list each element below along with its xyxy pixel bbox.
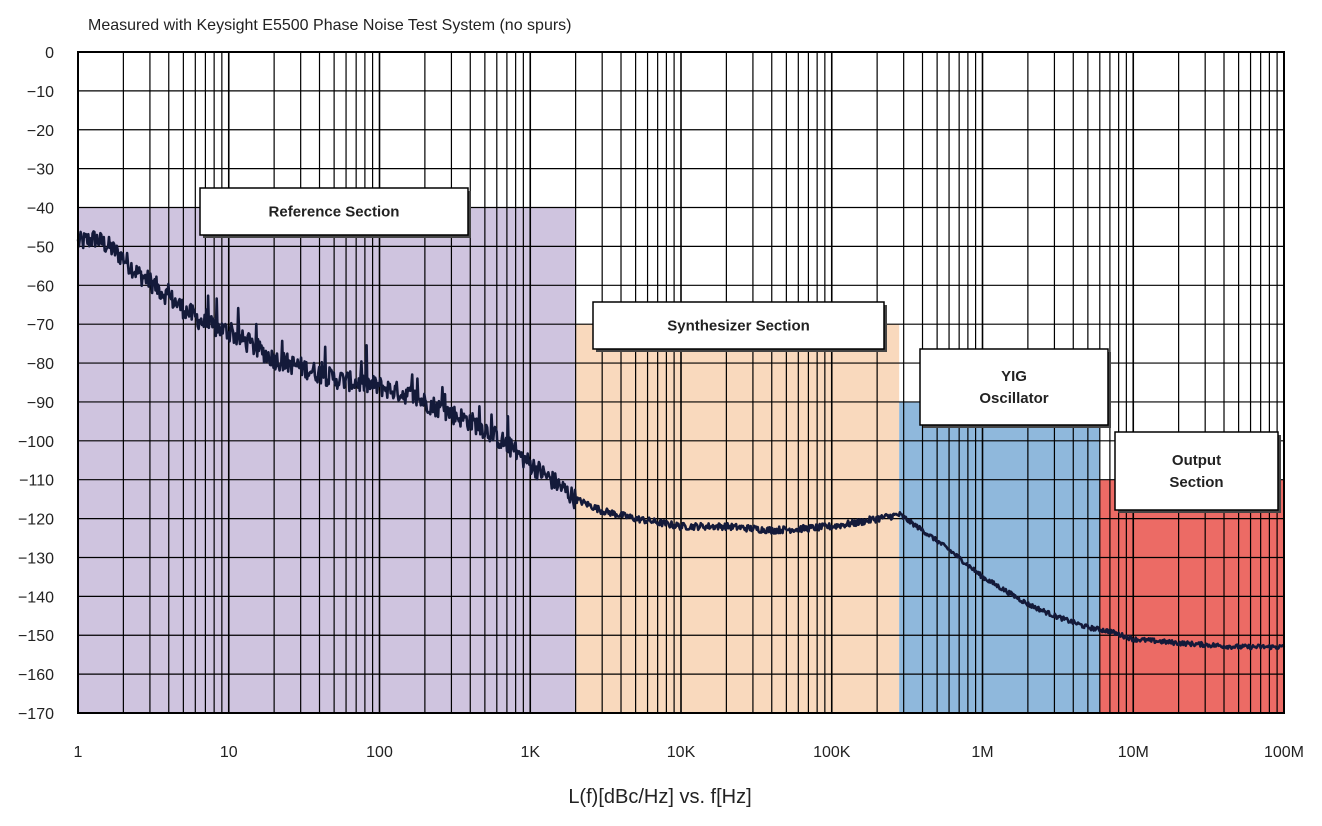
tick-label-layer: 0 −10 −20 −30 −40 −50 −60 −70 −80 −90 −100 −110 −120… [18, 45, 1304, 761]
region-label-4: Output Section [1169, 452, 1223, 491]
y-tick-label: −150 [18, 628, 54, 645]
region-label-2: Synthesizer Section [667, 318, 810, 335]
y-tick-label: −80 [27, 356, 54, 373]
region-label-box [1114, 431, 1279, 511]
plot-frame [77, 51, 1285, 714]
y-tick-label: −10 [27, 84, 54, 101]
x-tick-label: 10 [220, 744, 238, 761]
region-label-box [199, 187, 469, 236]
y-tick-label: −130 [18, 550, 54, 567]
x-tick-label: 1 [74, 744, 83, 761]
region-label-box [592, 301, 885, 350]
y-tick-label: −170 [18, 706, 54, 723]
y-tick-label: −50 [27, 239, 54, 256]
x-tick-label: 100 [366, 744, 393, 761]
series-layer [76, 230, 1286, 651]
phase-noise-trace [76, 230, 1286, 651]
x-tick-label: 100M [1264, 744, 1304, 761]
x-tick-label: 10K [667, 744, 696, 761]
region-label-box [919, 348, 1109, 426]
y-tick-label: −40 [27, 201, 54, 218]
y-tick-label: −30 [27, 162, 54, 179]
y-tick-label: −160 [18, 667, 54, 684]
region-label-1: Reference Section [269, 204, 400, 221]
y-tick-label: −70 [27, 317, 54, 334]
x-tick-label: 10M [1118, 744, 1149, 761]
y-tick-label: 0 [45, 45, 54, 62]
y-tick-label: −120 [18, 512, 54, 529]
x-tick-label: 100K [813, 744, 851, 761]
chart-subtitle: Measured with Keysight E5500 Phase Noise… [88, 17, 572, 34]
region-label-3: YIG Oscillator [979, 368, 1048, 407]
y-tick-label: −110 [19, 473, 54, 490]
y-tick-label: −140 [18, 589, 54, 606]
y-tick-label: −100 [18, 434, 54, 451]
region-label-layer: Reference Section Synthesizer Section YIG O… [199, 187, 1281, 513]
x-tick-label: 1K [520, 744, 540, 761]
x-axis-label: L(f)[dBc/Hz] vs. f[Hz] [568, 786, 751, 808]
x-tick-label: 1M [971, 744, 993, 761]
y-tick-label: −60 [27, 278, 54, 295]
y-tick-label: −20 [27, 123, 54, 140]
y-tick-label: −90 [27, 395, 54, 412]
